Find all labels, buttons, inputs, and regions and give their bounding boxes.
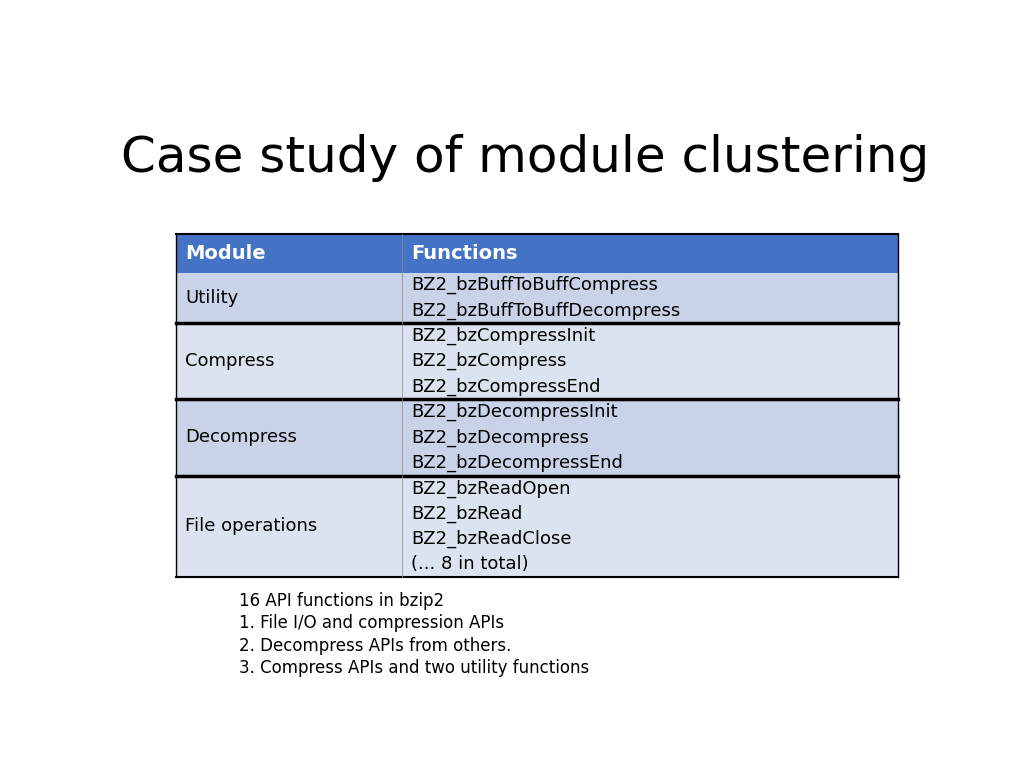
Text: BZ2_bzBuffToBuffCompress
BZ2_bzBuffToBuffDecompress: BZ2_bzBuffToBuffCompress BZ2_bzBuffToBuf… [412,276,681,319]
Text: Decompress: Decompress [185,429,297,446]
Text: Functions: Functions [412,243,518,263]
Text: BZ2_bzCompressInit
BZ2_bzCompress
BZ2_bzCompressEnd: BZ2_bzCompressInit BZ2_bzCompress BZ2_bz… [412,327,601,396]
Text: BZ2_bzReadOpen
BZ2_bzRead
BZ2_bzReadClose
(... 8 in total): BZ2_bzReadOpen BZ2_bzRead BZ2_bzReadClos… [412,479,571,573]
Text: Utility: Utility [185,289,239,307]
Text: Module: Module [185,243,266,263]
Text: 1. File I/O and compression APIs: 1. File I/O and compression APIs [240,614,504,632]
Bar [176,475,898,577]
Text: 16 API functions in bzip2: 16 API functions in bzip2 [240,592,444,610]
Text: 2. Decompress APIs from others.: 2. Decompress APIs from others. [240,637,511,655]
Text: BZ2_bzDecompressInit
BZ2_bzDecompress
BZ2_bzDecompressEnd: BZ2_bzDecompressInit BZ2_bzDecompress BZ… [412,403,624,472]
Bar [176,273,898,323]
Text: File operations: File operations [185,518,317,535]
Text: Case study of module clustering: Case study of module clustering [121,134,929,181]
Bar [176,399,898,475]
Text: Compress: Compress [185,353,274,370]
Bar [176,323,898,399]
Text: 3. Compress APIs and two utility functions: 3. Compress APIs and two utility functio… [240,659,590,677]
Bar [176,234,898,273]
